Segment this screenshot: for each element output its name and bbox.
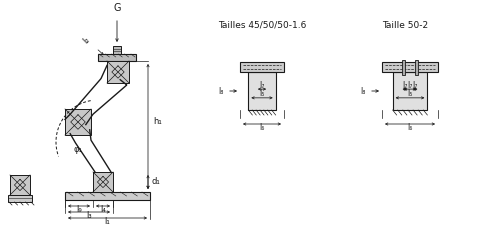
Bar: [402, 60, 405, 75]
Bar: [107, 61, 129, 83]
Text: l₇: l₇: [412, 80, 418, 90]
Text: l₂: l₂: [82, 35, 92, 45]
Bar: [93, 172, 113, 192]
Text: d₁: d₁: [152, 178, 161, 186]
Bar: [248, 72, 276, 110]
Text: l₆: l₆: [260, 124, 264, 132]
Text: l₅: l₅: [260, 89, 264, 98]
Bar: [98, 54, 136, 61]
Text: φ₁: φ₁: [73, 146, 82, 154]
Text: l₇: l₇: [260, 80, 264, 90]
Text: l₈: l₈: [360, 86, 366, 96]
Text: l₇: l₇: [402, 80, 407, 90]
Bar: [8, 195, 32, 202]
Bar: [65, 192, 150, 200]
Text: G: G: [113, 3, 121, 13]
Text: h₁: h₁: [153, 117, 162, 126]
Text: l₆: l₆: [408, 124, 412, 132]
Text: l₈: l₈: [218, 86, 224, 96]
Text: Tailles 45/50/50-1.6: Tailles 45/50/50-1.6: [218, 20, 306, 30]
Bar: [415, 60, 418, 75]
Bar: [10, 175, 30, 195]
Text: l₅: l₅: [408, 89, 412, 98]
Text: l₁: l₁: [104, 218, 110, 226]
Bar: [240, 62, 284, 72]
Bar: [65, 109, 91, 135]
Text: l₉: l₉: [76, 206, 82, 214]
Text: Taille 50-2: Taille 50-2: [382, 20, 428, 30]
Text: l₇: l₇: [408, 80, 412, 90]
Bar: [392, 72, 428, 110]
Text: l₃: l₃: [86, 212, 92, 220]
Bar: [382, 62, 438, 72]
Bar: [113, 46, 121, 54]
Text: l₄: l₄: [100, 206, 106, 214]
